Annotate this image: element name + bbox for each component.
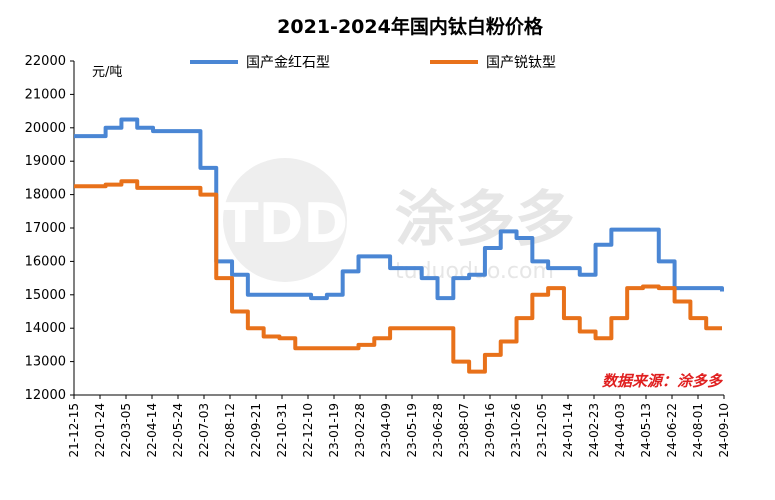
x-tick-label: 22-09-21 [249,403,263,457]
x-tick-label: 23-01-19 [327,403,341,457]
y-tick-label: 16000 [25,254,66,269]
y-tick-label: 18000 [25,188,66,203]
y-tick-label: 21000 [25,87,66,102]
x-tick-label: 23-02-28 [353,403,367,457]
x-tick-label: 22-01-24 [93,403,107,457]
y-tick-label: 20000 [25,121,66,136]
x-tick-label: 24-01-14 [561,403,575,457]
x-tick-label: 23-05-19 [405,403,419,457]
x-tick-label: 22-08-12 [223,403,237,457]
watermark: TDD 涂多多 tuduoduo.com [222,158,575,284]
watermark-logo-text: TDD [222,192,348,255]
x-tick-label: 23-06-28 [431,403,445,457]
series-line-1 [74,179,722,374]
x-tick-label: 23-09-16 [483,403,497,457]
y-tick-label: 13000 [25,355,66,370]
source-text: 数据来源：涂多多 [602,372,723,390]
x-tick-label: 24-08-01 [691,403,705,457]
x-tick-label: 24-06-22 [665,403,679,457]
series-line-0 [74,117,724,301]
legend: 国产金红石型 国产锐钛型 [190,55,556,71]
series-lines [74,117,724,374]
x-tick-label: 24-09-10 [717,403,731,457]
x-tick-label: 24-04-03 [613,403,627,457]
x-tick-label: 23-12-05 [535,403,549,457]
x-tick-label: 24-05-13 [639,403,653,457]
y-tick-label: 15000 [25,288,66,303]
y-axis-unit: 元/吨 [92,65,122,80]
watermark-logo-icon [223,158,347,282]
x-tick-label: 22-03-05 [119,403,133,457]
y-tick-label: 14000 [25,321,66,336]
x-tick-labels: 21-12-15 22-01-24 22-03-05 22-04-14 22-05-24… [67,395,731,457]
chart-title: 2021-2024年国内钛白粉价格 [277,15,544,38]
legend-label-1: 国产锐钛型 [486,55,556,71]
y-tick-labels: 12000 13000 14000 15000 16000 17000 18000 19000… [25,54,74,403]
y-tick-label: 17000 [25,221,66,236]
y-tick-label: 12000 [25,388,66,403]
x-tick-label: 21-12-15 [67,403,81,457]
x-tick-label: 22-04-14 [145,403,159,457]
x-tick-label: 23-08-07 [457,403,471,457]
x-tick-label: 22-12-10 [301,403,315,457]
x-tick-label: 23-04-09 [379,403,393,457]
y-tick-label: 19000 [25,154,66,169]
x-tick-label: 24-02-23 [587,403,601,457]
legend-label-0: 国产金红石型 [246,55,330,71]
watermark-text: 涂多多 [395,185,575,255]
watermark-url: tuduoduo.com [395,259,554,284]
x-tick-label: 23-10-26 [509,403,523,457]
x-tick-label: 22-05-24 [171,403,185,457]
y-tick-label: 22000 [25,54,66,69]
x-tick-label: 22-10-31 [275,403,289,457]
x-tick-label: 22-07-03 [197,403,211,457]
